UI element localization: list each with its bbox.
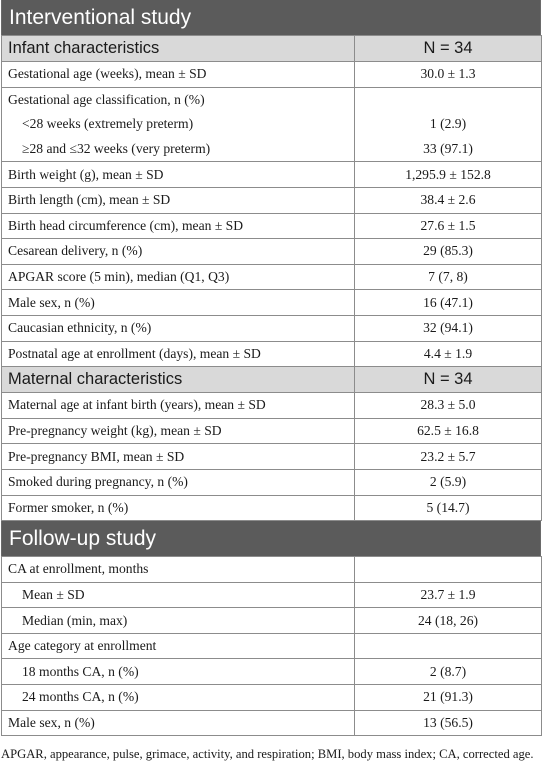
infant-n-label: N = 34: [354, 35, 542, 62]
row-label: Pre-pregnancy BMI, mean ± SD: [1, 443, 355, 470]
table-row: Mean ± SD 23.7 ± 1.9: [1, 581, 542, 609]
maternal-header: Maternal characteristics: [1, 366, 355, 394]
table-row: 24 months CA, n (%) 21 (91.3): [1, 684, 542, 711]
row-label: CA at enrollment, months: [1, 556, 355, 583]
table-row: Male sex, n (%) 16 (47.1): [1, 289, 542, 316]
sub-row-label: Median (min, max): [1, 607, 355, 634]
row-value: 16 (47.1): [354, 289, 542, 316]
table-row: Former smoker, n (%) 5 (14.7): [1, 494, 542, 522]
row-label: Pre-pregnancy weight (kg), mean ± SD: [1, 417, 355, 445]
row-value: 30.0 ± 1.3: [354, 61, 542, 88]
infant-header-row: Infant characteristics N = 34: [1, 35, 542, 62]
table-row: 18 months CA, n (%) 2 (8.7): [1, 658, 542, 686]
table-row: Birth length (cm), mean ± SD 38.4 ± 2.6: [1, 186, 542, 214]
infant-header: Infant characteristics: [1, 35, 355, 62]
sub-row-label: Mean ± SD: [1, 581, 355, 609]
row-label: Former smoker, n (%): [1, 494, 355, 522]
table-row: CA at enrollment, months: [1, 556, 542, 583]
sub-row-value: 1 (2.9): [429, 116, 467, 132]
sub-row-value: 33 (97.1): [423, 140, 473, 156]
row-value: 2 (8.7): [354, 658, 542, 686]
row-value: 38.4 ± 2.6: [354, 186, 542, 214]
row-value: 62.5 ± 16.8: [354, 417, 542, 445]
row-label: Caucasian ethnicity, n (%): [1, 314, 355, 342]
sub-row-label: 24 months CA, n (%): [1, 684, 355, 711]
row-value: 24 (18, 26): [354, 607, 542, 634]
table-row: Pre-pregnancy BMI, mean ± SD 23.2 ± 5.7: [1, 443, 542, 470]
row-label: APGAR score (5 min), median (Q1, Q3): [1, 263, 355, 291]
maternal-header-row: Maternal characteristics N = 34: [1, 366, 542, 394]
table-row: Maternal age at infant birth (years), me…: [1, 392, 542, 419]
maternal-n-label: N = 34: [354, 366, 542, 394]
row-value: 13 (56.5): [354, 709, 542, 737]
row-value: 7 (7, 8): [354, 263, 542, 291]
row-label: Male sex, n (%): [1, 709, 355, 737]
table-row: Postnatal age at enrollment (days), mean…: [1, 340, 542, 368]
table-row: Male sex, n (%) 13 (56.5): [1, 709, 542, 737]
section-title-interventional: Interventional study: [1, 0, 541, 35]
table-row: Birth head circumference (cm), mean ± SD…: [1, 212, 542, 240]
row-label: Birth head circumference (cm), mean ± SD: [1, 212, 355, 240]
row-value: 29 (85.3): [354, 238, 542, 265]
table-footnote: APGAR, appearance, pulse, grimace, activ…: [1, 747, 534, 762]
row-label: Birth length (cm), mean ± SD: [1, 186, 355, 214]
row-value: 23.2 ± 5.7: [354, 443, 542, 470]
row-label: Male sex, n (%): [1, 289, 355, 316]
table-row: Pre-pregnancy weight (kg), mean ± SD 62.5…: [1, 417, 542, 445]
row-value: 1,295.9 ± 152.8: [354, 161, 542, 188]
table-row: Birth weight (g), mean ± SD 1,295.9 ± 152…: [1, 161, 542, 188]
table-row: Median (min, max) 24 (18, 26): [1, 607, 542, 634]
table-row: APGAR score (5 min), median (Q1, Q3) 7 (7…: [1, 263, 542, 291]
followup-table: CA at enrollment, months Mean ± SD 23.7 ±…: [1, 556, 542, 737]
row-value: 23.7 ± 1.9: [354, 581, 542, 609]
row-label: Smoked during pregnancy, n (%): [1, 468, 355, 496]
row-label: Cesarean delivery, n (%): [1, 238, 355, 265]
table-row-ga-classification: Gestational age classification, n (%) <2…: [1, 86, 542, 163]
row-value: 21 (91.3): [354, 684, 542, 711]
sub-row-label: 18 months CA, n (%): [1, 658, 355, 686]
sub-row-label: ≥28 and ≤32 weeks (very preterm): [22, 140, 211, 156]
row-label: Age category at enrollment: [1, 632, 355, 660]
sub-row-label: <28 weeks (extremely preterm): [22, 116, 194, 132]
table-row: Caucasian ethnicity, n (%) 32 (94.1): [1, 314, 542, 342]
row-value: 4.4 ± 1.9: [354, 340, 542, 368]
row-value: 5 (14.7): [354, 494, 542, 522]
row-label: Gestational age (weeks), mean ± SD: [1, 61, 355, 88]
table-row: Gestational age (weeks), mean ± SD 30.0 …: [1, 61, 542, 88]
row-label: Gestational age classification, n (%): [8, 91, 205, 107]
row-label: Postnatal age at enrollment (days), mean…: [1, 340, 355, 368]
row-value: 27.6 ± 1.5: [354, 212, 542, 240]
row-label: Maternal age at infant birth (years), me…: [1, 392, 355, 419]
row-value: 32 (94.1): [354, 314, 542, 342]
interventional-table: Infant characteristics N = 34 Gestationa…: [1, 35, 542, 522]
table-row: Cesarean delivery, n (%) 29 (85.3): [1, 238, 542, 265]
row-value: 2 (5.9): [354, 468, 542, 496]
section-title-followup: Follow-up study: [1, 521, 541, 557]
table-row: Age category at enrollment: [1, 632, 542, 660]
row-label: Birth weight (g), mean ± SD: [1, 161, 355, 188]
row-value: 28.3 ± 5.0: [354, 392, 542, 419]
table-row: Smoked during pregnancy, n (%) 2 (5.9): [1, 468, 542, 496]
